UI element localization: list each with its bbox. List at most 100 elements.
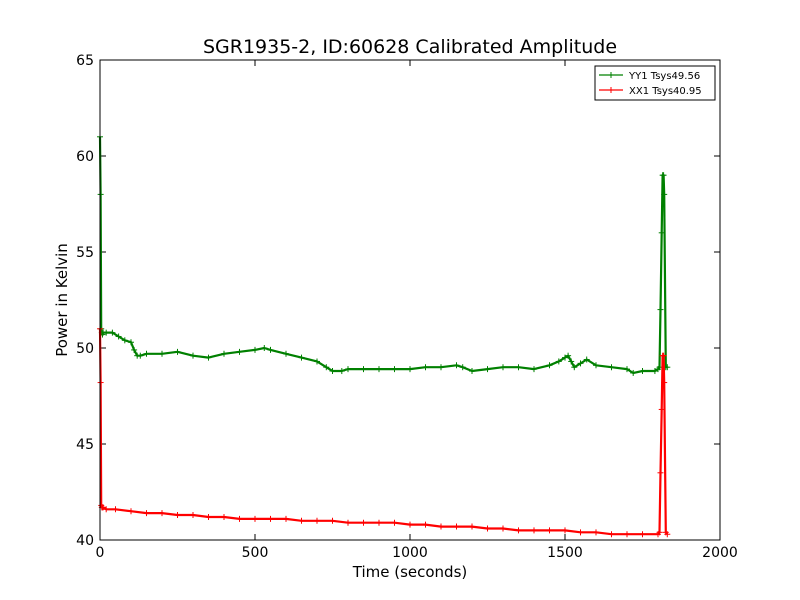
x-tick-label: 1500 (547, 545, 583, 561)
series-2-point (660, 352, 667, 359)
x-tick-label: 0 (96, 545, 105, 561)
series-1-point (568, 358, 575, 365)
series-1-point (376, 366, 382, 373)
series-2-point (407, 521, 413, 528)
series-1-point (546, 362, 553, 369)
series-2-point (314, 517, 320, 524)
series-1-point (131, 346, 138, 353)
series-2-point (562, 527, 568, 534)
series-2-point (438, 523, 444, 530)
x-tick-label: 1000 (392, 545, 428, 561)
series-2-point (484, 525, 491, 532)
series-2-point (500, 525, 506, 532)
y-tick-label: 50 (76, 341, 94, 357)
series-1-point (143, 350, 150, 357)
series-2-point (190, 512, 196, 519)
series-1-point (624, 366, 630, 373)
series-1-point (391, 366, 398, 373)
series-1-point (660, 172, 667, 179)
series-2-point (360, 519, 367, 526)
series-2-point (577, 529, 584, 536)
series-1-point (345, 366, 351, 373)
y-tick-label: 65 (76, 53, 94, 69)
series-1-point (515, 364, 522, 371)
series-2-point (639, 531, 646, 538)
y-tick-label: 55 (76, 245, 94, 261)
series-2-point (128, 508, 134, 515)
legend-label: YY1 Tsys49.56 (628, 71, 700, 82)
series-1-point (453, 362, 460, 369)
series-2-point (422, 521, 429, 528)
series-1-point (137, 352, 144, 359)
series-1-point (555, 358, 562, 365)
x-axis-title: Time (seconds) (352, 563, 468, 581)
series-1-point (469, 368, 475, 375)
series-1-point (97, 191, 104, 198)
legend-label: XX1 Tsys40.95 (629, 86, 702, 97)
series-2-point (329, 517, 336, 524)
series-2-point (221, 513, 227, 520)
series-1-point (630, 369, 637, 376)
series-1-point (608, 364, 615, 371)
y-tick-label: 45 (76, 437, 94, 453)
series-1-point (422, 364, 429, 371)
series-1-point (314, 358, 320, 365)
series-1-point (651, 368, 658, 375)
series-1-point (438, 364, 444, 371)
series-1-point (565, 352, 572, 359)
series-2-point (100, 504, 107, 511)
x-tick-label: 2000 (702, 545, 738, 561)
series-1-point (121, 337, 128, 344)
series-2-point (298, 517, 305, 524)
series-2-point (391, 519, 398, 526)
series-2-point (624, 531, 630, 538)
series-2-point (664, 531, 671, 538)
series-2-point (267, 515, 274, 522)
series-1-point (661, 191, 668, 198)
series-1-point (128, 339, 134, 346)
series-1-point (664, 364, 671, 371)
series-2-point (515, 527, 522, 534)
y-axis-title: Power in Kelvin (53, 243, 71, 357)
series-1-point (261, 345, 268, 351)
series-2-point (252, 515, 258, 522)
x-tick-label: 500 (242, 545, 269, 561)
series-1-point (360, 366, 367, 373)
series-1-point (174, 348, 181, 355)
series-1-point (583, 356, 590, 363)
series-1-point (109, 329, 116, 336)
series-2-point (283, 515, 289, 522)
series-1-point (338, 368, 345, 375)
series-1-point (658, 229, 665, 236)
series-2-point (656, 529, 663, 536)
series-1-point (298, 354, 305, 361)
series-2-point (97, 379, 104, 386)
y-tick-label: 60 (76, 149, 94, 165)
series-1-point (267, 346, 274, 353)
series-1-point (190, 352, 196, 359)
series-2-point (608, 531, 615, 538)
series-2-point (345, 519, 351, 526)
series-1-point (252, 346, 258, 353)
chart-title: SGR1935-2, ID:60628 Calibrated Amplitude (203, 36, 617, 58)
series-1-point (593, 362, 599, 369)
series-1-point (459, 364, 466, 371)
series-1-point (205, 354, 212, 361)
series-1-point (329, 368, 336, 375)
series-1-point (115, 333, 122, 340)
series-1-point (571, 364, 578, 371)
series-2-point (469, 523, 475, 530)
series-2-point (159, 510, 165, 517)
series-1-point (577, 360, 584, 367)
series-2-point (593, 529, 599, 536)
series-2-point (661, 379, 668, 386)
legend-box (594, 65, 716, 101)
series-1-point (159, 350, 165, 357)
series-2-point (658, 406, 665, 413)
series-2-point (103, 506, 110, 513)
series-2-point (236, 515, 243, 522)
series-2-point (112, 506, 119, 513)
series-1-point (236, 348, 243, 355)
plot-area: 0 500 1000 1500 2000 40 45 50 55 60 65 (76, 53, 738, 561)
